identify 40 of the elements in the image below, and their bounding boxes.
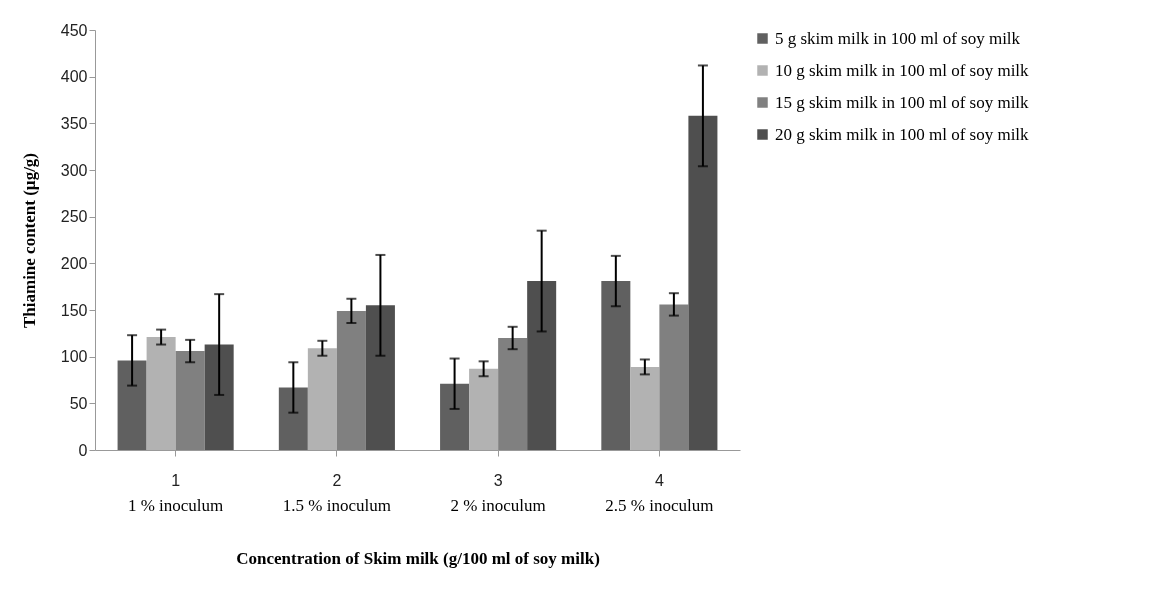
text: 2.5 % inoculum bbox=[605, 496, 714, 515]
bar bbox=[630, 366, 660, 450]
bar bbox=[204, 344, 234, 450]
text: 1.5 % inoculum bbox=[282, 496, 391, 515]
y-tick-label: 450 bbox=[60, 21, 88, 39]
y-tick-label: 150 bbox=[60, 301, 88, 319]
x-tick-label: 2 bbox=[332, 471, 342, 489]
y-tick-label: 300 bbox=[60, 161, 88, 179]
bar bbox=[498, 338, 528, 450]
y-tick-label: 400 bbox=[60, 68, 88, 86]
bar bbox=[659, 304, 689, 450]
y-tick-label: 50 bbox=[69, 394, 88, 412]
bar bbox=[440, 383, 470, 450]
bar bbox=[469, 368, 499, 450]
bar bbox=[146, 337, 176, 450]
y-tick-label: 250 bbox=[60, 208, 88, 226]
x-tick-label: 3 bbox=[493, 471, 503, 489]
y-tick-label: 200 bbox=[60, 254, 88, 272]
x-tick-label: 1 bbox=[171, 471, 181, 489]
bar bbox=[307, 348, 337, 450]
legend-label: 15 g skim milk in 100 ml of soy milk bbox=[775, 92, 1030, 112]
bar bbox=[278, 387, 308, 450]
bar bbox=[688, 115, 718, 450]
legend-label: 5 g skim milk in 100 ml of soy milk bbox=[775, 28, 1021, 48]
x-tick-label: 4 bbox=[654, 471, 664, 489]
bar bbox=[527, 281, 557, 450]
y-axis-title: Thiamine content (µg/g) bbox=[19, 152, 39, 329]
bar bbox=[336, 310, 366, 450]
text: 1 % inoculum bbox=[127, 496, 224, 515]
y-tick-label: 0 bbox=[78, 441, 88, 459]
legend-label: 20 g skim milk in 100 ml of soy milk bbox=[775, 124, 1030, 144]
bar bbox=[601, 281, 631, 450]
x-axis-title: Concentration of Skim milk (g/100 ml of soy milk) bbox=[236, 548, 600, 568]
bar bbox=[117, 360, 147, 450]
bar bbox=[175, 351, 205, 450]
text: 2 % inoculum bbox=[450, 496, 546, 515]
bar bbox=[365, 305, 395, 450]
y-tick-label: 350 bbox=[60, 114, 88, 132]
legend-label: 10 g skim milk in 100 ml of soy milk bbox=[775, 60, 1030, 80]
y-tick-label: 100 bbox=[60, 348, 88, 366]
